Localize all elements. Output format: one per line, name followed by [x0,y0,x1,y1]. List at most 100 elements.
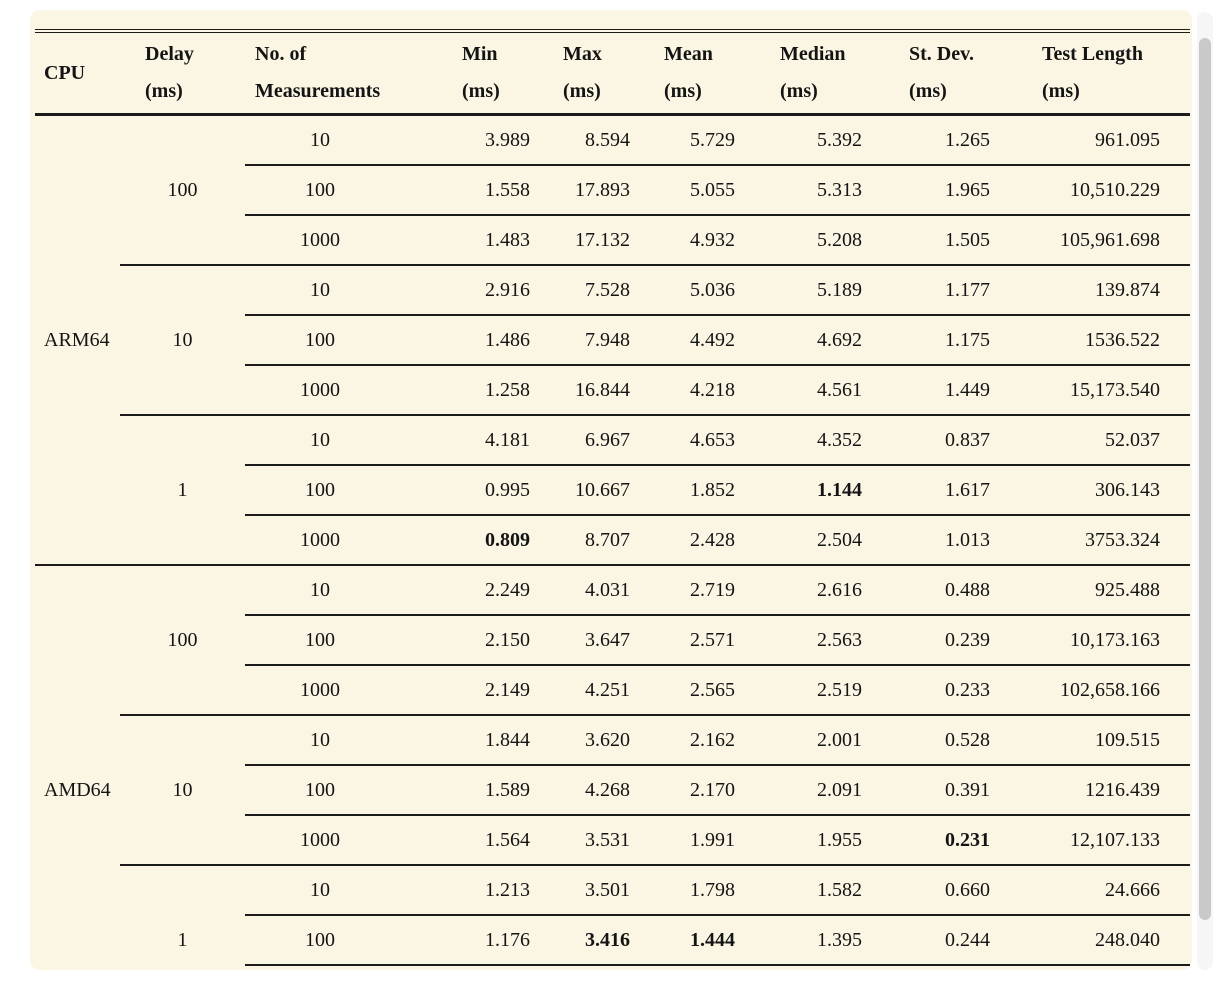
cell-mean: 5.055 [648,166,762,216]
results-table-grid: CPU Delay (ms) No. of Measurements Min (ms) Max… [35,29,1190,970]
cell-stdev: 1.175 [890,316,1020,366]
cell-stdev: 1.177 [890,266,1020,316]
cell-testlen: 15,173.540 [1020,366,1190,416]
cell-mean: 2.719 [648,566,762,616]
cell-median: 2.504 [762,516,890,566]
cell-mean: 5.729 [648,116,762,166]
cell-mean: 4.653 [648,416,762,466]
column-unit: Measurements [255,80,381,102]
cell-testlen: 139.874 [1020,266,1190,316]
cell-median: 1.582 [762,866,890,916]
column-header-stdev: St. Dev. (ms) [890,29,1020,116]
cell-testlen: 925.488 [1020,566,1190,616]
cell-mean: 2.170 [648,766,762,816]
cell-mean: 1.991 [648,816,762,866]
cell-min: 0.995 [395,466,548,516]
cell-meas: 10 [245,266,395,316]
cell-median: 2.563 [762,616,890,666]
cell-testlen: 10,173.163 [1020,616,1190,666]
vertical-scrollbar-thumb[interactable] [1199,38,1211,920]
cell-min: 1.213 [395,866,548,916]
cell-min: 1.483 [395,216,548,266]
cell-meas: 10 [245,116,395,166]
column-label: Min [462,43,498,65]
cell-mean: 2.565 [648,666,762,716]
cell-stdev: 1.265 [890,116,1020,166]
cell-stdev: 0.528 [890,716,1020,766]
cell-min: 1.564 [395,816,548,866]
cell-testlen: 102,658.166 [1020,666,1190,716]
cell-stdev: 1.505 [890,216,1020,266]
cell-min: 1.258 [395,366,548,416]
cell-meas: 100 [245,916,395,966]
cell-min: 1.589 [395,766,548,816]
cell-meas: 1000 [245,666,395,716]
cell-max: 3.501 [548,866,648,916]
column-label: Median [780,43,846,65]
delay-group-label: 1 [120,866,245,970]
cell-max: 3.647 [548,616,648,666]
cell-stdev: 1.449 [890,366,1020,416]
cell-min: 1.558 [395,166,548,216]
cell-meas: 1000 [245,366,395,416]
cell-stdev: 1.617 [890,466,1020,516]
column-header-median: Median (ms) [762,29,890,116]
delay-group-label: 10 [120,266,245,416]
results-table-panel: CPU Delay (ms) No. of Measurements Min (ms) Max… [30,10,1192,970]
cell-mean: 2.428 [648,516,762,566]
cell-mean: 1.444 [648,916,762,966]
cell-meas: 10 [245,866,395,916]
cell-median: 4.692 [762,316,890,366]
cell-mean: 5.036 [648,266,762,316]
cell-stdev: 0.488 [890,566,1020,616]
cell-max: 8.707 [548,516,648,566]
cell-max: 10.667 [548,466,648,516]
column-header-mean: Mean (ms) [648,29,762,116]
column-label: Delay [145,43,194,65]
cell-min: 4.181 [395,416,548,466]
cell-min: 1.486 [395,316,548,366]
cell-max: 16.844 [548,366,648,416]
column-unit: (ms) [664,80,702,102]
cell-median: 5.392 [762,116,890,166]
cell-stdev: 1.965 [890,166,1020,216]
cell-max: 7.528 [548,266,648,316]
column-header-meas: No. of Measurements [245,29,395,116]
column-label: St. Dev. [909,43,974,65]
cell-testlen: 1216.439 [1020,766,1190,816]
cell-max: 6.967 [548,416,648,466]
column-label: Test Length [1042,43,1143,65]
cell-stdev: 0.837 [890,416,1020,466]
cell-mean: 2.162 [648,716,762,766]
column-unit: (ms) [462,80,500,102]
cell-testlen: 1536.522 [1020,316,1190,366]
delay-group-label: 10 [120,716,245,866]
cell-max: 7.948 [548,316,648,366]
column-unit: (ms) [563,80,601,102]
cell-median: 1.395 [762,916,890,966]
cell-testlen: 109.515 [1020,716,1190,766]
cell-max: 3.620 [548,716,648,766]
cell-median: 1.144 [762,466,890,516]
delay-group-label: 100 [120,566,245,716]
cell-min: 3.989 [395,116,548,166]
cell-max: 3.416 [548,916,648,966]
cell-max: 8.594 [548,116,648,166]
cell-meas: 100 [245,166,395,216]
cell-testlen: 248.040 [1020,916,1190,966]
cell-meas: 100 [245,616,395,666]
cell-testlen: 10,510.229 [1020,166,1190,216]
cell-testlen: 105,961.698 [1020,216,1190,266]
cell-min: 0.809 [395,516,548,566]
cell-mean: 4.492 [648,316,762,366]
cell-stdev: 0.233 [890,666,1020,716]
cell-meas: 10 [245,566,395,616]
cell-mean: 4.932 [648,216,762,266]
cell-testlen: 52.037 [1020,416,1190,466]
cell-median: 5.189 [762,266,890,316]
cell-max: 17.893 [548,166,648,216]
cell-median: 2.519 [762,666,890,716]
column-header-max: Max (ms) [548,29,648,116]
cell-median: 4.561 [762,366,890,416]
